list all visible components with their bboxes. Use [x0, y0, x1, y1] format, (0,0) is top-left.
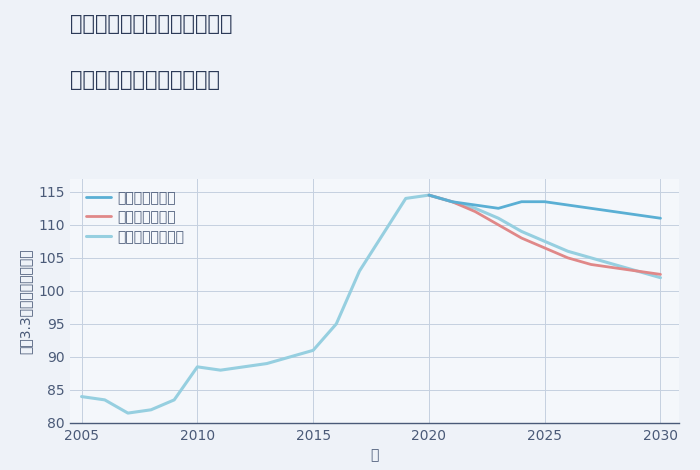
ノーマルシナリオ [170, 397, 178, 403]
ノーマルシナリオ [402, 196, 410, 201]
Line: バッドシナリオ: バッドシナリオ [429, 195, 661, 274]
ノーマルシナリオ [124, 410, 132, 416]
ノーマルシナリオ [657, 275, 665, 281]
ノーマルシナリオ [262, 361, 271, 367]
グッドシナリオ [610, 209, 618, 214]
ノーマルシナリオ [193, 364, 202, 370]
Text: 中古マンションの価格推移: 中古マンションの価格推移 [70, 70, 220, 91]
グッドシナリオ [425, 192, 433, 198]
ノーマルシナリオ [517, 228, 526, 234]
ノーマルシナリオ [425, 192, 433, 198]
ノーマルシナリオ [448, 199, 456, 204]
バッドシナリオ [540, 245, 549, 251]
グッドシナリオ [633, 212, 641, 218]
Text: 兵庫県姫路市広畑区清水町の: 兵庫県姫路市広畑区清水町の [70, 14, 232, 34]
グッドシナリオ [540, 199, 549, 204]
ノーマルシナリオ [633, 268, 641, 274]
グッドシナリオ [657, 215, 665, 221]
ノーマルシナリオ [540, 239, 549, 244]
バッドシナリオ [517, 235, 526, 241]
ノーマルシナリオ [286, 354, 294, 360]
Legend: グッドシナリオ, バッドシナリオ, ノーマルシナリオ: グッドシナリオ, バッドシナリオ, ノーマルシナリオ [83, 188, 188, 247]
ノーマルシナリオ [494, 215, 503, 221]
グッドシナリオ [587, 205, 595, 211]
バッドシナリオ [657, 272, 665, 277]
ノーマルシナリオ [78, 394, 86, 399]
Line: ノーマルシナリオ: ノーマルシナリオ [82, 195, 661, 413]
Y-axis label: 坪（3.3㎡）単価（万円）: 坪（3.3㎡）単価（万円） [18, 248, 32, 353]
バッドシナリオ [587, 262, 595, 267]
ノーマルシナリオ [332, 321, 340, 327]
グッドシナリオ [564, 202, 572, 208]
グッドシナリオ [471, 202, 480, 208]
ノーマルシナリオ [587, 255, 595, 261]
ノーマルシナリオ [471, 205, 480, 211]
ノーマルシナリオ [101, 397, 109, 403]
X-axis label: 年: 年 [370, 448, 379, 462]
ノーマルシナリオ [216, 368, 225, 373]
グッドシナリオ [494, 205, 503, 211]
バッドシナリオ [610, 265, 618, 271]
バッドシナリオ [425, 192, 433, 198]
グッドシナリオ [448, 199, 456, 204]
ノーマルシナリオ [309, 347, 317, 353]
バッドシナリオ [448, 199, 456, 204]
ノーマルシナリオ [610, 262, 618, 267]
バッドシナリオ [494, 222, 503, 227]
Line: グッドシナリオ: グッドシナリオ [429, 195, 661, 218]
ノーマルシナリオ [147, 407, 155, 413]
ノーマルシナリオ [239, 364, 248, 370]
ノーマルシナリオ [355, 268, 363, 274]
バッドシナリオ [633, 268, 641, 274]
バッドシナリオ [471, 209, 480, 214]
ノーマルシナリオ [564, 249, 572, 254]
ノーマルシナリオ [379, 232, 387, 237]
バッドシナリオ [564, 255, 572, 261]
グッドシナリオ [517, 199, 526, 204]
